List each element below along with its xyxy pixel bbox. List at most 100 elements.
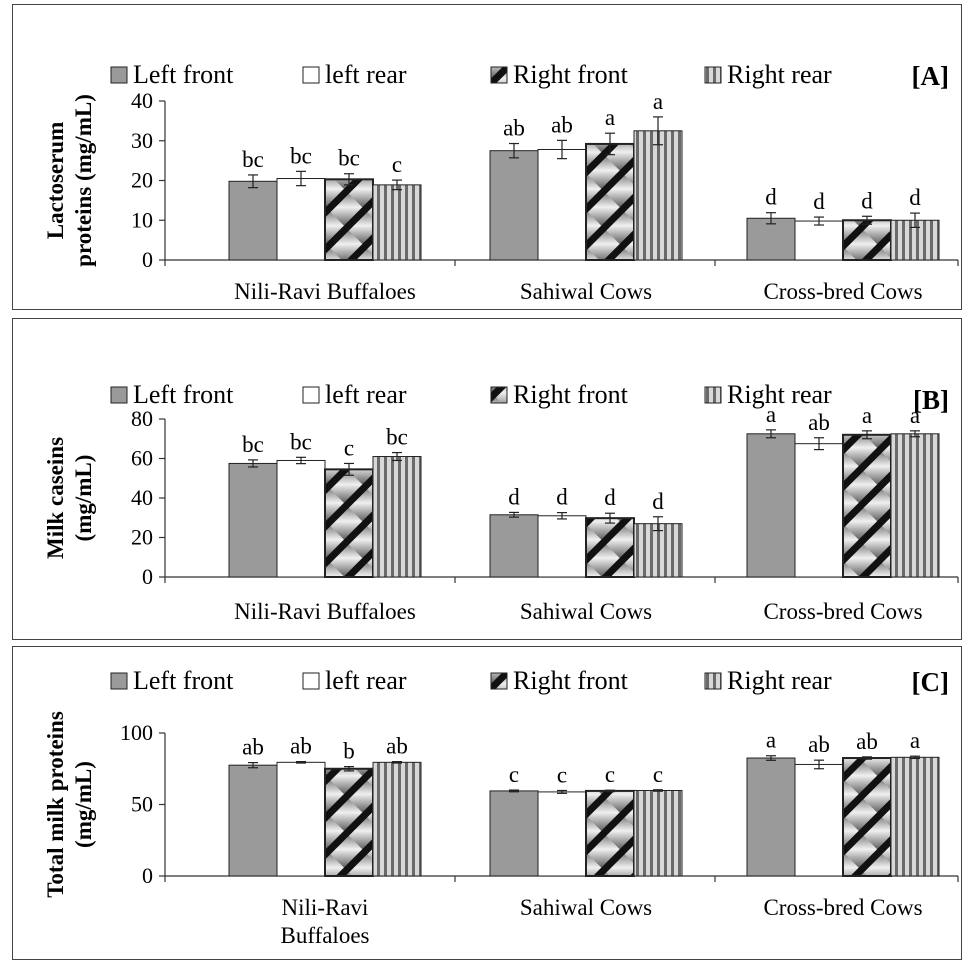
legend-label: Right front	[513, 380, 629, 409]
legend-label: Left front	[133, 60, 234, 89]
bar	[585, 142, 635, 261]
bar	[276, 178, 326, 261]
significance-label: a	[766, 728, 776, 753]
bar	[489, 514, 539, 578]
significance-label: a	[653, 89, 663, 114]
bar	[372, 761, 422, 877]
legend-swatch	[302, 386, 320, 404]
category-label: Sahiwal Cows	[520, 279, 652, 304]
bar	[228, 462, 278, 578]
bar	[537, 791, 587, 877]
y-axis-title-line: Lactoserum	[43, 122, 68, 240]
bar	[324, 767, 374, 877]
bar	[794, 443, 844, 578]
significance-label: d	[861, 188, 873, 213]
legend-label: left rear	[325, 666, 407, 695]
significance-label: ab	[386, 734, 408, 759]
significance-label: ab	[808, 732, 830, 757]
y-axis-title-line: Milk caseins	[43, 437, 68, 559]
bar	[794, 220, 844, 261]
bar	[489, 790, 539, 877]
bar	[537, 515, 587, 578]
chart-c-svg: Left front left rear Right front Right rear…	[43, 666, 959, 948]
legend-label: Left front	[133, 666, 234, 695]
y-tick-label: 50	[131, 792, 153, 817]
y-tick-label: 100	[120, 720, 153, 745]
y-axis-title-line: Total milk proteins	[43, 711, 68, 898]
bar	[585, 517, 635, 579]
significance-label: bc	[386, 425, 408, 450]
legend-swatch	[110, 386, 128, 404]
panel-b: Left front left rear Right front Right rear…	[12, 318, 962, 640]
significance-label: ab	[242, 735, 264, 760]
legend-swatch	[490, 386, 508, 404]
legend-swatch	[110, 66, 128, 84]
category-label: Nili-Ravi Buffaloes	[234, 599, 416, 624]
panel-a: Left front left rear Right front Right rear…	[12, 4, 962, 310]
bar	[746, 433, 796, 578]
legend-label: left rear	[325, 380, 407, 409]
y-tick-label: 0	[142, 564, 153, 589]
bar	[324, 468, 374, 578]
category-label: Buffaloes	[280, 923, 369, 948]
significance-label: c	[653, 762, 663, 787]
category-label: Nili-Ravi Buffaloes	[234, 279, 416, 304]
panel-label: [A]	[912, 61, 949, 91]
significance-label: ab	[290, 734, 312, 759]
legend-label: Right rear	[727, 60, 832, 89]
legend-swatch	[490, 672, 508, 690]
significance-label: ab	[551, 112, 573, 137]
significance-label: c	[344, 435, 354, 460]
y-tick-label: 0	[142, 863, 153, 888]
significance-label: d	[765, 185, 777, 210]
significance-label: bc	[290, 143, 312, 168]
y-axis-title-line: proteins (mg/mL)	[71, 94, 96, 267]
bar	[842, 219, 892, 261]
significance-label: a	[910, 728, 920, 753]
legend-label: Right rear	[727, 380, 832, 409]
legend-swatch	[490, 66, 508, 84]
bar	[276, 459, 326, 578]
panel-c: Left front left rear Right front Right rear…	[12, 646, 962, 960]
legend-swatch	[302, 672, 320, 690]
category-label: Cross-bred Cows	[763, 895, 922, 920]
y-axis-title-line: (mg/mL)	[71, 455, 96, 542]
bar	[489, 150, 539, 261]
legend-swatch	[110, 672, 128, 690]
y-axis-title: Milk caseins (mg/mL)	[43, 437, 96, 559]
bar	[842, 433, 892, 578]
significance-label: bc	[242, 147, 264, 172]
chart-a-svg: Left front left rear Right front Right rear…	[43, 60, 959, 304]
y-axis-title-line: (mg/mL)	[71, 761, 96, 848]
bar	[324, 178, 374, 261]
category-label: Sahiwal Cows	[520, 895, 652, 920]
bar	[842, 757, 892, 877]
y-tick-label: 40	[131, 485, 153, 510]
chart-b-svg: Left front left rear Right front Right rear…	[43, 380, 959, 624]
legend-swatch	[704, 672, 722, 690]
significance-label: a	[862, 403, 872, 428]
y-tick-label: 30	[131, 128, 153, 153]
significance-label: d	[813, 189, 825, 214]
bar	[537, 148, 587, 261]
significance-label: d	[556, 485, 568, 510]
legend-label: Right rear	[727, 666, 832, 695]
legend-label: Left front	[133, 380, 234, 409]
bar	[372, 184, 422, 261]
bar	[746, 757, 796, 877]
panel-label: [B]	[913, 385, 949, 415]
y-axis-title: Lactoserum proteins (mg/mL)	[43, 94, 96, 267]
y-tick-label: 0	[142, 247, 153, 272]
bar	[746, 217, 796, 261]
legend-swatch	[302, 66, 320, 84]
significance-label: d	[508, 484, 520, 509]
bar	[276, 761, 326, 877]
bar	[228, 764, 278, 877]
significance-label: ab	[856, 729, 878, 754]
significance-label: c	[557, 762, 567, 787]
significance-label: b	[343, 739, 355, 764]
category-label: Nili-Ravi	[282, 895, 369, 920]
significance-label: a	[910, 403, 920, 428]
legend-label: Right front	[513, 60, 629, 89]
bar	[633, 789, 683, 877]
